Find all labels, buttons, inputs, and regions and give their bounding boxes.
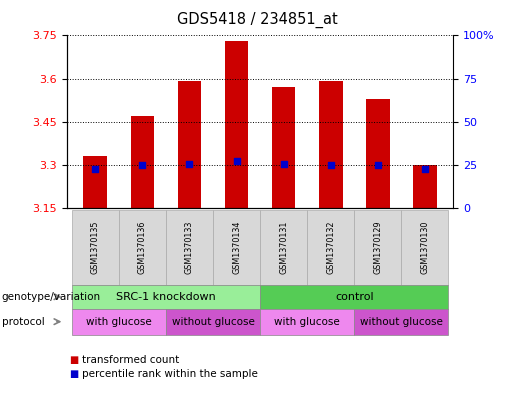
Text: GSM1370132: GSM1370132 [326,221,335,274]
Bar [366,99,390,208]
Text: GSM1370130: GSM1370130 [420,221,430,274]
Text: GSM1370129: GSM1370129 [373,221,382,274]
Point [138,162,146,168]
Point [421,166,429,173]
Text: SRC-1 knockdown: SRC-1 knockdown [116,292,216,302]
Text: percentile rank within the sample: percentile rank within the sample [82,369,259,379]
Text: GDS5418 / 234851_at: GDS5418 / 234851_at [177,12,338,28]
Text: ■: ■ [70,369,79,379]
Text: GSM1370136: GSM1370136 [138,221,147,274]
Bar [83,156,107,208]
Text: genotype/variation: genotype/variation [2,292,100,302]
Point [91,166,99,173]
Text: without glucose: without glucose [171,317,254,327]
Bar [413,165,437,208]
Bar [272,87,296,208]
Text: transformed count: transformed count [82,354,180,365]
Point [327,162,335,168]
Text: GSM1370133: GSM1370133 [185,221,194,274]
Text: with glucose: with glucose [274,317,340,327]
Text: control: control [335,292,373,302]
Bar [319,81,342,208]
Text: without glucose: without glucose [360,317,443,327]
Text: GSM1370131: GSM1370131 [279,221,288,274]
Point [374,162,382,168]
Text: ■: ■ [70,354,79,365]
Text: protocol: protocol [2,317,44,327]
Text: GSM1370135: GSM1370135 [91,221,100,274]
Bar [178,81,201,208]
Text: GSM1370134: GSM1370134 [232,221,241,274]
Bar [130,116,154,208]
Point [280,160,288,167]
Text: with glucose: with glucose [86,317,151,327]
Point [185,160,194,167]
Bar [225,41,248,208]
Point [232,158,241,164]
